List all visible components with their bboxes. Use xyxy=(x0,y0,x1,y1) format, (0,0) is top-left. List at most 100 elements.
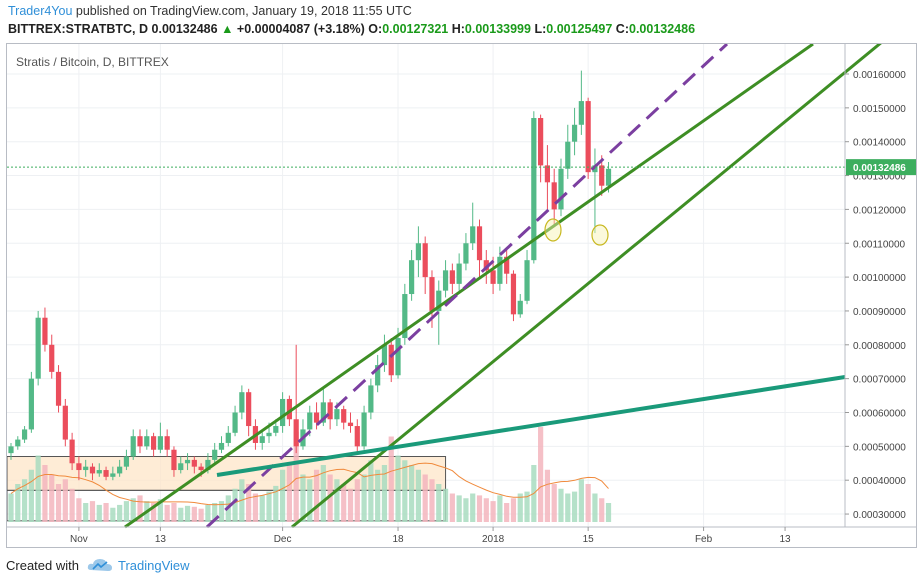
candle-body xyxy=(28,378,34,430)
volume-bar xyxy=(89,501,96,522)
time-tick-label: 13 xyxy=(155,534,167,545)
price-tick-label: 0.00140000 xyxy=(853,138,906,149)
volume-bar xyxy=(388,436,394,522)
candle-body xyxy=(347,422,354,427)
volume-bar xyxy=(212,503,218,522)
candle-body xyxy=(368,385,374,413)
candle-body xyxy=(232,412,238,433)
candle-body xyxy=(157,436,163,450)
volume-bar xyxy=(259,495,265,522)
candle-body xyxy=(429,277,435,311)
candle-body xyxy=(246,392,252,427)
volume-bar xyxy=(463,498,469,522)
candle-body xyxy=(565,141,571,169)
candle-body xyxy=(320,402,326,423)
candle-body xyxy=(510,273,517,315)
chart-header: Trader4You published on TradingView.com,… xyxy=(0,0,923,42)
change-value: +0.00004087 (+3.18%) xyxy=(236,22,365,36)
volume-bar xyxy=(551,484,557,522)
chart-title: Stratis / Bitcoin, D, BITTREX xyxy=(16,55,169,69)
candle-body xyxy=(544,165,551,183)
volume-bar xyxy=(171,503,177,522)
time-tick-label: 15 xyxy=(583,534,595,545)
volume-bar xyxy=(110,507,116,522)
volume-bar xyxy=(252,493,259,522)
candle-body xyxy=(422,243,428,278)
candle-body xyxy=(436,290,442,311)
volume-bar xyxy=(246,484,252,522)
volume-bar xyxy=(327,474,333,522)
time-tick-label: Dec xyxy=(274,534,292,545)
volume-bar xyxy=(334,479,340,522)
candle-body xyxy=(470,226,476,244)
candle-body xyxy=(144,436,150,447)
close-label: C: xyxy=(615,22,629,36)
price-tick-label: 0.00090000 xyxy=(853,307,906,318)
volume-bar xyxy=(497,495,503,522)
candle-body xyxy=(130,436,136,457)
volume-bar xyxy=(49,474,55,522)
last-value: 0.00132486 xyxy=(151,22,218,36)
candle-body xyxy=(592,165,598,173)
volume-bar xyxy=(375,469,381,522)
publisher-name[interactable]: Trader4You xyxy=(8,4,73,18)
candle-body xyxy=(504,256,510,274)
volume-bar xyxy=(538,427,544,522)
volume-bar xyxy=(232,488,238,522)
volume-bar xyxy=(361,474,367,522)
candle-body xyxy=(55,371,62,406)
volume-bar xyxy=(524,491,530,522)
candle-body xyxy=(239,392,245,413)
trend-lines[interactable] xyxy=(7,44,916,529)
volume-bar xyxy=(429,479,435,522)
volume-bar xyxy=(178,507,184,522)
low-label: L: xyxy=(534,22,547,36)
price-axis[interactable]: 0.00030000 0.00040000 0.00050000 0.00060000… xyxy=(844,44,916,527)
volume-bar xyxy=(592,493,598,522)
volume-bar xyxy=(409,465,415,522)
candle-body xyxy=(150,436,157,450)
candle-body xyxy=(476,226,483,261)
price-tick-label: 0.00070000 xyxy=(853,375,906,386)
candle-body xyxy=(117,466,123,474)
candle-body xyxy=(334,409,340,420)
volume-bar xyxy=(341,484,347,522)
volume-bar xyxy=(150,503,157,522)
candle-body xyxy=(517,300,523,315)
tradingview-brand[interactable]: TradingView xyxy=(118,558,190,573)
candle-body xyxy=(605,168,612,186)
candle-body xyxy=(178,463,184,471)
ohlc-line: BITTREX:STRATBTC, D 0.00132486 ▲ +0.0000… xyxy=(8,22,695,36)
candle-body xyxy=(42,317,48,345)
support-line xyxy=(216,375,846,477)
volume-bar xyxy=(157,499,163,522)
published-text: published on TradingView.com, January 19… xyxy=(75,4,412,18)
candle-body xyxy=(551,182,557,210)
price-chart[interactable]: 0.00030000 0.00040000 0.00050000 0.00060000… xyxy=(7,44,916,547)
volume-bar xyxy=(205,504,211,522)
volume-bar xyxy=(571,491,578,522)
volume-bar xyxy=(198,508,204,522)
candle-body xyxy=(225,432,231,443)
symbol-label: BITTREX:STRATBTC, D xyxy=(8,22,149,36)
volume-bar xyxy=(368,460,374,522)
volume-bar xyxy=(96,504,102,522)
channel-midline xyxy=(205,44,729,529)
volume-bar xyxy=(130,498,136,522)
candle-body xyxy=(463,243,469,264)
channel-lower-line xyxy=(291,44,882,529)
volume-bar xyxy=(517,493,523,522)
candles[interactable] xyxy=(8,70,612,481)
time-axis[interactable]: Nov 13 Dec 18 2018 15 Feb 13 xyxy=(7,526,916,545)
time-tick-label: 13 xyxy=(779,534,791,545)
volume-bar xyxy=(565,493,571,522)
candle-body xyxy=(259,436,265,443)
candle-body xyxy=(171,449,177,471)
candle-body xyxy=(21,429,28,440)
volume-bar xyxy=(191,506,197,522)
price-tick-label: 0.00160000 xyxy=(853,70,906,81)
volume-bar xyxy=(21,479,28,522)
price-tick-label: 0.00100000 xyxy=(853,273,906,284)
up-arrow-icon: ▲ xyxy=(221,22,234,36)
chart-panel[interactable]: 0.00030000 0.00040000 0.00050000 0.00060000… xyxy=(6,43,917,548)
